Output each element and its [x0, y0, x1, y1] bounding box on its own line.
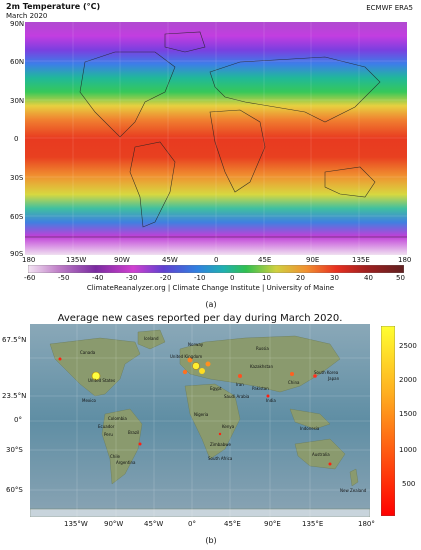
- country-label: Argentina: [116, 460, 136, 465]
- country-label: Indonesia: [300, 426, 320, 431]
- cases-map-title: Average new cases reported per day durin…: [57, 313, 343, 324]
- lat-label: 60°S: [6, 486, 23, 494]
- country-label: Chile: [110, 454, 121, 459]
- country-label: Brazil: [128, 430, 140, 435]
- lon-label: 90E: [306, 256, 320, 264]
- country-label: Colombia: [108, 416, 127, 421]
- lon-label: 90W: [114, 256, 130, 264]
- lon-label: 45W: [162, 256, 178, 264]
- lat-label: 30N: [10, 97, 25, 105]
- country-label: New Zealand: [340, 488, 367, 493]
- temperature-map-title: 2m Temperature (°C): [6, 2, 101, 11]
- country-label: Iran: [236, 382, 244, 387]
- temperature-colorbar: [28, 265, 404, 273]
- country-label: Australia: [312, 452, 330, 457]
- graticule: [30, 324, 370, 517]
- lon-label: 0°: [188, 520, 196, 528]
- country-label: Iceland: [144, 336, 159, 341]
- colorbar-tick: -60: [24, 274, 36, 282]
- temperature-map: [25, 22, 407, 255]
- country-label: Kenya: [222, 424, 235, 429]
- lat-label: 23.5°N: [2, 392, 27, 400]
- cases-map: [30, 324, 370, 517]
- lon-label: 45E: [258, 256, 272, 264]
- country-label: United States: [88, 378, 116, 383]
- lat-label: 90S: [10, 250, 24, 258]
- country-label: Norway: [188, 342, 204, 347]
- colorbar-tick: -10: [194, 274, 206, 282]
- colorbar-tick: -40: [92, 274, 104, 282]
- country-label: South Korea: [314, 370, 339, 375]
- lat-label: 60N: [10, 58, 25, 66]
- country-label: South Africa: [208, 456, 233, 461]
- colorbar-tick: -50: [58, 274, 70, 282]
- coastlines: [25, 31, 407, 238]
- country-label: Pakistan: [252, 386, 269, 391]
- lon-label: 180: [398, 256, 412, 264]
- lon-label: 135W: [66, 256, 87, 264]
- country-label: Egypt: [210, 386, 222, 391]
- lat-label: 30S: [10, 174, 24, 182]
- data-source-label: ECMWF ERA5: [366, 4, 413, 12]
- lon-label: 45°W: [144, 520, 164, 528]
- colorbar-tick: 2500: [399, 342, 417, 350]
- colorbar-tick: 40: [364, 274, 373, 282]
- colorbar-tick: 20: [296, 274, 305, 282]
- country-label: Nigeria: [194, 412, 209, 417]
- colorbar-tick: -30: [126, 274, 138, 282]
- lat-label: 0°: [14, 416, 22, 424]
- lon-label: 180: [22, 256, 36, 264]
- country-label: China: [288, 380, 300, 385]
- lon-label: 135E: [352, 256, 370, 264]
- country-label: Saudi Arabia: [224, 394, 250, 399]
- country-label: Ecuador: [98, 424, 115, 429]
- country-labels: Canada United States Mexico Colombia Ecu…: [30, 324, 370, 517]
- lon-label: 45°E: [224, 520, 241, 528]
- colorbar-tick: 0: [230, 274, 235, 282]
- colorbar-tick: 1000: [399, 446, 417, 454]
- colorbar-ticks: -60 -50 -40 -30 -20 -10 0 10 20 30 40 50: [24, 274, 408, 283]
- lat-label: 60S: [10, 213, 24, 221]
- lon-label: 135°W: [64, 520, 88, 528]
- lon-label: 90°W: [104, 520, 124, 528]
- lon-label: 0: [214, 256, 219, 264]
- country-label: Peru: [104, 432, 113, 437]
- lat-label: 90N: [10, 20, 25, 28]
- caption-b: (b): [205, 536, 217, 545]
- country-label: Kazakhstan: [250, 364, 274, 369]
- colorbar-tick: 50: [396, 274, 405, 282]
- lat-label: 0: [14, 135, 19, 143]
- colorbar-tick: 30: [330, 274, 339, 282]
- colorbar-tick: 1500: [399, 410, 417, 418]
- lon-label: 135°E: [302, 520, 324, 528]
- country-label: United Kingdom: [170, 354, 203, 359]
- country-label: Japan: [328, 376, 340, 381]
- country-label: Canada: [80, 350, 96, 355]
- caption-a: (a): [205, 300, 217, 309]
- lat-label: 67.5°N: [2, 336, 27, 344]
- country-label: Zimbabwe: [210, 442, 232, 447]
- country-label: Russia: [256, 346, 269, 351]
- case-markers: [58, 357, 332, 466]
- colorbar-tick: 10: [262, 274, 271, 282]
- colorbar-tick: -20: [160, 274, 172, 282]
- cases-colorbar: [381, 326, 395, 516]
- colorbar-tick: 500: [402, 480, 416, 488]
- temperature-map-subtitle: March 2020: [6, 12, 48, 20]
- lon-label: 180°: [358, 520, 375, 528]
- credit-line: ClimateReanalyzer.org | Climate Change I…: [86, 284, 335, 292]
- colorbar-tick: 2000: [399, 376, 417, 384]
- lat-label: 30°S: [6, 446, 23, 454]
- country-label: Mexico: [82, 398, 96, 403]
- country-label: India: [266, 398, 276, 403]
- lon-label: 90°E: [264, 520, 281, 528]
